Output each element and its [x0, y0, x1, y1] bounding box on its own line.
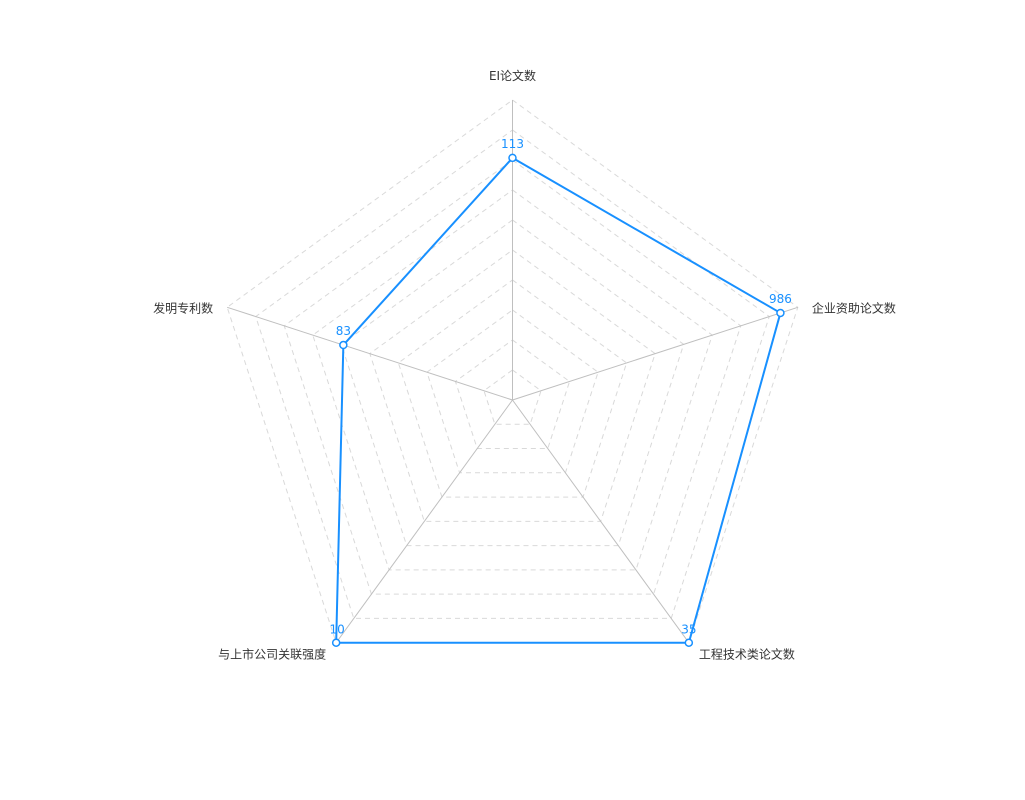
radar-grid-ring — [454, 339, 571, 450]
radar-indicator-label: 企业资助论文数 — [812, 300, 896, 315]
radar-axis-line — [512, 399, 690, 643]
radar-axis-line — [335, 399, 513, 643]
radar-value-label: 83 — [336, 324, 351, 338]
radar-data-point — [508, 153, 517, 163]
radar-grid-ring — [226, 99, 799, 644]
radar-grid-ring — [369, 249, 656, 522]
radar-grid-ring — [312, 189, 713, 571]
radar-indicator-label: 与上市公司关联强度 — [218, 647, 326, 662]
radar-value-label: 35 — [681, 623, 696, 637]
radar-indicator-label: EI论文数 — [489, 68, 536, 83]
radar-data-point — [331, 638, 341, 647]
radar-data-point — [684, 638, 694, 647]
radar-grid — [226, 99, 799, 644]
radar-series — [331, 153, 785, 647]
radar-value-label: 10 — [330, 623, 345, 637]
radar-axis-line — [512, 306, 798, 401]
radar-grid-ring — [283, 159, 742, 595]
radar-axes — [227, 100, 798, 643]
radar-data-point — [339, 340, 348, 350]
radar-indicator-label: 工程技术类论文数 — [699, 647, 795, 662]
radar-grid-ring — [397, 279, 628, 498]
radar-grid-ring — [255, 129, 770, 619]
radar-data-point — [776, 308, 785, 318]
radar-grid-ring — [483, 369, 542, 425]
radar-grid-ring — [426, 309, 599, 474]
radar-value-label: 113 — [501, 137, 524, 151]
radar-indicator-label: 发明专利数 — [153, 300, 213, 315]
radar-value-label: 986 — [769, 292, 792, 306]
radar-series-line — [335, 156, 782, 644]
radar-axis-line — [227, 306, 513, 401]
